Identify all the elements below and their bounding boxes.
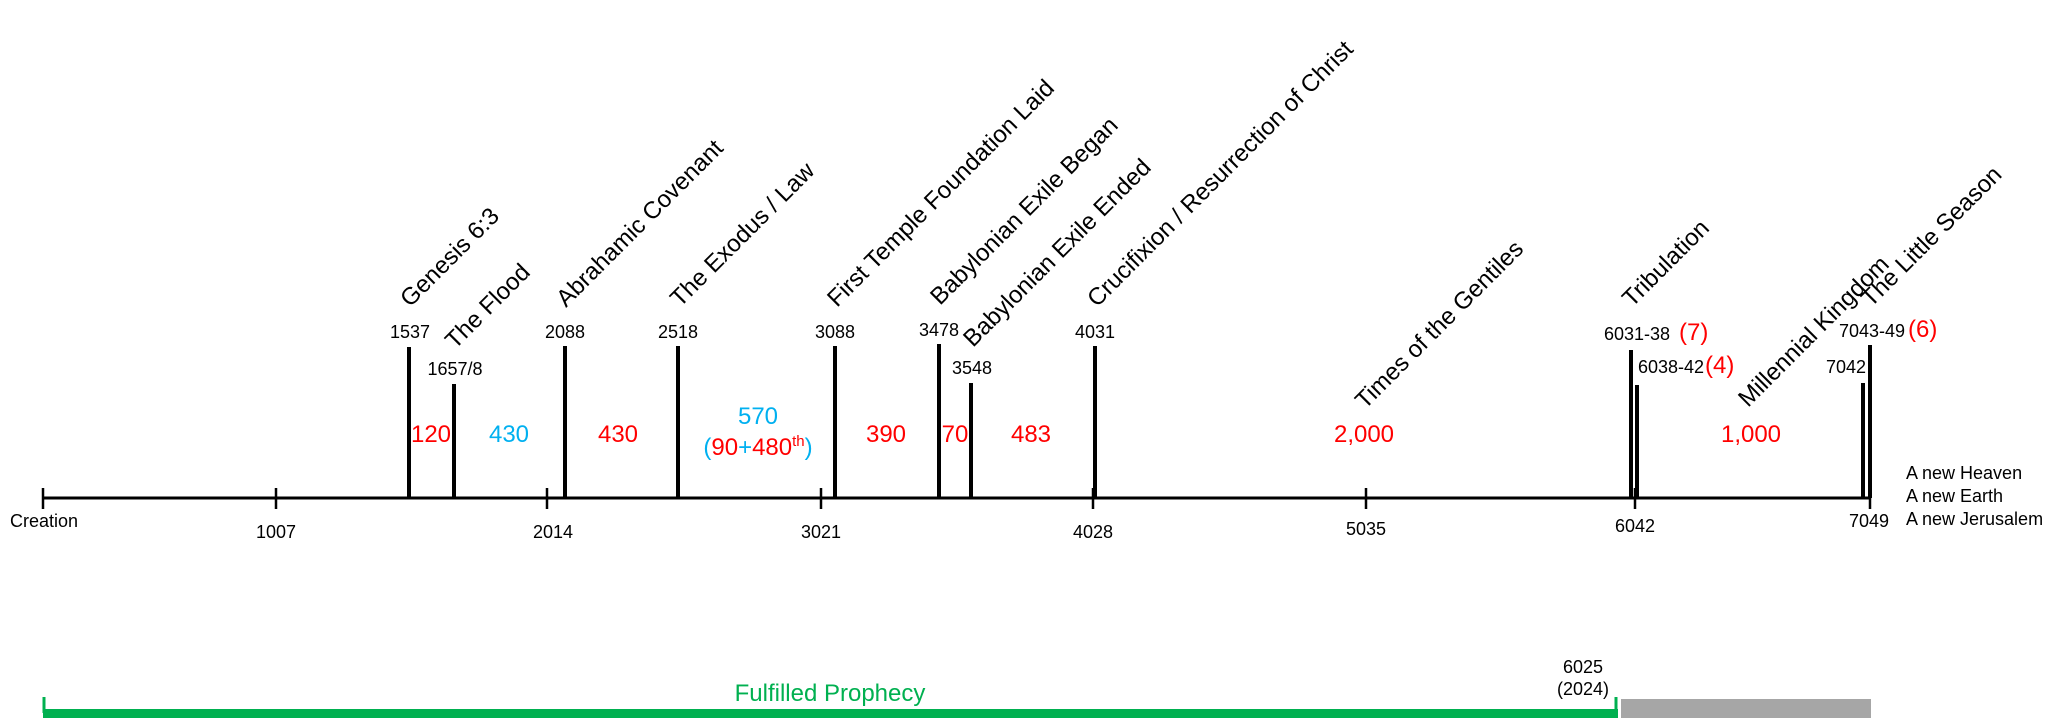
axis-tick-label: 1007 [256,522,296,542]
span-duration-breakdown: (90+480th) [703,433,812,461]
ending-note: A new Earth [1906,486,2003,506]
event-year: 6031-38 [1604,324,1670,344]
event-title: Tribulation [1617,215,1715,313]
axis-tick-label: 3021 [801,522,841,542]
event-count: (6) [1908,316,1937,343]
span-duration: 570 [738,403,778,430]
span-duration: 430 [598,421,638,448]
event-year: 3548 [952,358,992,378]
axis-tick-label: 6042 [1615,516,1655,536]
event-count: (7) [1679,319,1708,346]
event-year: 1537 [390,322,430,342]
event-year: 6038-42 [1638,357,1704,377]
span-duration: 483 [1011,421,1051,448]
span-duration: 2,000 [1334,421,1394,448]
axis-tick-label: Creation [10,511,78,531]
unfulfilled-prophecy-bar [1621,699,1871,718]
span-paren-open: ( [703,434,711,461]
axis-tick-label: 7049 [1849,511,1889,531]
span-part-480: 480 [752,434,792,461]
span-duration: 430 [489,421,529,448]
fulfilled-prophecy-bar [43,709,1618,718]
span-ordinal: th [792,433,805,450]
span-part-90: 90 [711,434,738,461]
event-year: 3478 [919,320,959,340]
span-paren-close: ) [805,434,813,461]
span-duration: 390 [866,421,906,448]
event-count: (4) [1705,352,1734,379]
span-duration: 1,000 [1721,421,1781,448]
event-year: 4031 [1075,322,1115,342]
prophecy-marker-year: 6025 [1563,657,1603,677]
event-title: Times of the Gentiles [1350,235,1529,414]
event-year: 1657/8 [427,359,482,379]
axis-tick-label: 5035 [1346,519,1386,539]
event-title: The Little Season [1856,161,2007,312]
event-year: 7043-49 [1839,321,1905,341]
ending-note: A new Heaven [1906,463,2022,483]
span-duration: 120 [411,421,451,448]
axis-tick-label: 2014 [533,522,573,542]
event-title: The Flood [440,259,536,355]
event-year: 2088 [545,322,585,342]
prophecy-marker-ad: (2024) [1557,679,1609,699]
ending-note: A new Jerusalem [1906,509,2043,529]
event-year: 2518 [658,322,698,342]
event-year: 7042 [1826,357,1866,377]
fulfilled-prophecy-label: Fulfilled Prophecy [735,680,926,707]
span-duration: 70 [942,421,969,448]
axis-tick-label: 4028 [1073,522,1113,542]
span-plus: + [738,434,752,461]
event-year: 3088 [815,322,855,342]
